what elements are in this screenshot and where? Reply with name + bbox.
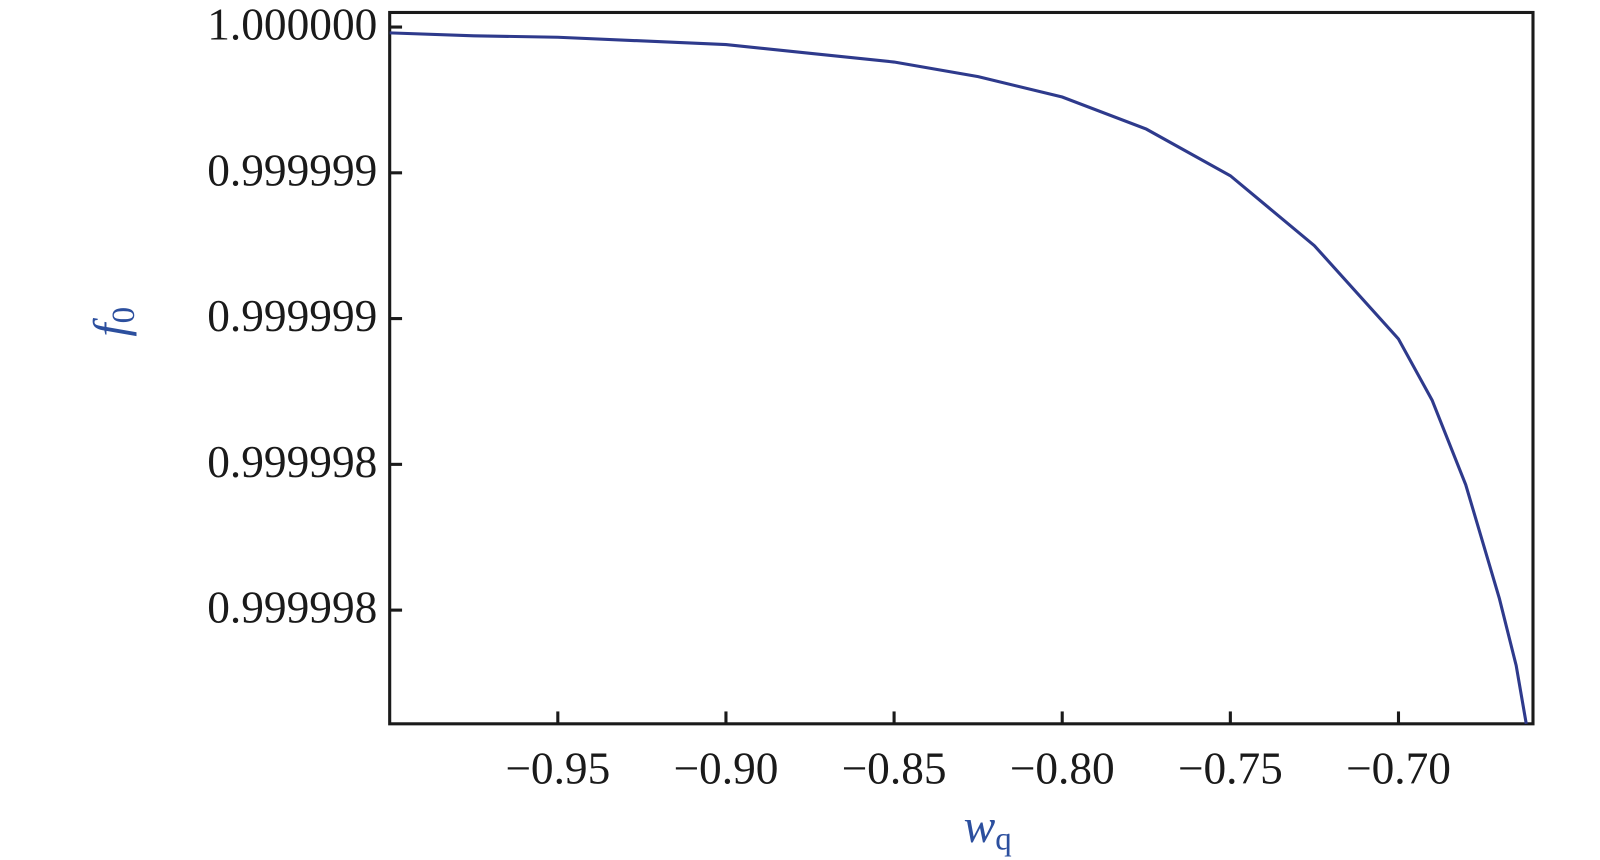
x-tick-label: −0.80: [1010, 744, 1115, 794]
x-axis-label: wq: [964, 801, 1012, 857]
y-axis-label: f0: [85, 307, 141, 337]
x-tick-label: −0.90: [673, 744, 778, 794]
y-tick-label: 0.999998: [207, 437, 377, 487]
x-tick-label: −0.75: [1178, 744, 1283, 794]
y-tick-label: 0.999999: [207, 145, 377, 195]
y-tick-label: 1.000000: [207, 0, 377, 50]
x-axis-label-sub: q: [995, 821, 1011, 857]
y-tick-label: 0.999999: [207, 291, 377, 341]
y-axis-label-sub: 0: [105, 307, 141, 323]
x-tick-label: −0.85: [842, 744, 947, 794]
plot-frame: [388, 10, 1535, 726]
x-axis-label-main: w: [964, 801, 996, 853]
y-tick-label: 0.999998: [207, 583, 377, 633]
data-line: [389, 31, 1528, 725]
x-tick-label: −0.95: [505, 744, 610, 794]
x-tick-label: −0.70: [1346, 744, 1451, 794]
